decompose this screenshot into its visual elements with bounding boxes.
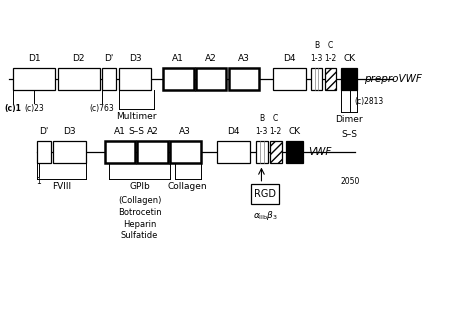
- Text: 1: 1: [37, 177, 41, 186]
- Text: 1-2: 1-2: [270, 127, 282, 136]
- Text: D2: D2: [73, 54, 85, 63]
- Bar: [273, 68, 306, 90]
- Text: 1-2: 1-2: [324, 54, 337, 63]
- Text: D3: D3: [129, 54, 141, 63]
- Text: A2: A2: [147, 127, 159, 136]
- Text: GPIb: GPIb: [129, 182, 150, 191]
- Text: CK: CK: [343, 54, 355, 63]
- Bar: [13, 68, 56, 90]
- Bar: [341, 68, 358, 90]
- Text: D3: D3: [63, 127, 76, 136]
- Text: Dimer: Dimer: [335, 115, 363, 124]
- Text: (Collagen): (Collagen): [118, 196, 162, 205]
- Text: Sulfatide: Sulfatide: [121, 231, 158, 240]
- Bar: [251, 184, 279, 204]
- Text: S–S: S–S: [128, 127, 144, 136]
- Text: B: B: [314, 41, 319, 50]
- Text: D': D': [39, 127, 48, 136]
- Bar: [170, 141, 200, 163]
- Text: 1-3: 1-3: [256, 127, 268, 136]
- Text: Multimer: Multimer: [116, 112, 156, 121]
- Text: Collagen: Collagen: [168, 182, 208, 191]
- Bar: [217, 141, 250, 163]
- Text: C: C: [328, 41, 333, 50]
- Bar: [37, 141, 51, 163]
- Text: VWF: VWF: [308, 147, 332, 157]
- Text: S–S: S–S: [341, 130, 357, 139]
- Bar: [53, 141, 86, 163]
- Bar: [163, 68, 193, 90]
- Bar: [311, 68, 323, 90]
- Bar: [119, 68, 152, 90]
- Text: RGD: RGD: [254, 189, 276, 199]
- Text: A2: A2: [205, 54, 217, 63]
- Bar: [102, 68, 116, 90]
- Text: (c)2813: (c)2813: [354, 97, 383, 106]
- Text: A1: A1: [172, 54, 184, 63]
- Bar: [104, 141, 135, 163]
- Text: Botrocetin: Botrocetin: [118, 208, 162, 217]
- Text: B: B: [259, 114, 264, 123]
- Text: (c)1: (c)1: [5, 104, 22, 113]
- Bar: [196, 68, 226, 90]
- Text: FVIII: FVIII: [52, 182, 71, 191]
- Bar: [228, 68, 259, 90]
- Text: 2050: 2050: [341, 177, 360, 186]
- Bar: [325, 68, 336, 90]
- Text: 1-3: 1-3: [310, 54, 323, 63]
- Bar: [286, 141, 303, 163]
- Bar: [256, 141, 267, 163]
- Text: D4: D4: [283, 54, 296, 63]
- Text: A3: A3: [180, 127, 191, 136]
- Bar: [270, 141, 282, 163]
- Text: D4: D4: [227, 127, 239, 136]
- Text: C: C: [273, 114, 278, 123]
- Text: (c)23: (c)23: [24, 104, 44, 113]
- Text: A1: A1: [114, 127, 126, 136]
- Text: D': D': [104, 54, 114, 63]
- Bar: [58, 68, 100, 90]
- Text: preproVWF: preproVWF: [364, 74, 422, 84]
- Text: D1: D1: [28, 54, 40, 63]
- Text: (c)763: (c)763: [90, 104, 114, 113]
- Text: Heparin: Heparin: [123, 220, 156, 229]
- Text: CK: CK: [288, 127, 301, 136]
- Text: $\alpha_{\mathrm{IIb}}\beta_3$: $\alpha_{\mathrm{IIb}}\beta_3$: [253, 209, 278, 222]
- Bar: [137, 141, 168, 163]
- Text: A3: A3: [238, 54, 250, 63]
